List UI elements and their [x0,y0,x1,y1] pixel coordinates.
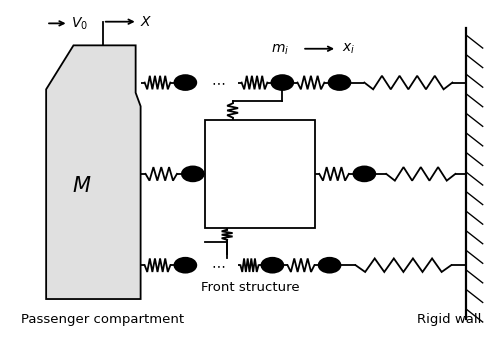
Circle shape [262,258,283,273]
Text: $\cdots$: $\cdots$ [210,258,225,272]
Circle shape [174,75,197,90]
Text: Front structure: Front structure [200,281,300,294]
Text: $X$: $X$ [140,15,152,29]
Circle shape [272,75,293,90]
Text: $m_i$: $m_i$ [270,43,289,57]
Text: $\cdots$: $\cdots$ [210,76,225,90]
Circle shape [182,166,204,181]
Bar [206,120,314,228]
Polygon shape [46,45,140,299]
Text: Passenger compartment: Passenger compartment [22,313,184,326]
Text: Rigid wall: Rigid wall [417,313,481,326]
Text: $x_i$: $x_i$ [342,42,355,56]
Circle shape [318,258,340,273]
Circle shape [174,258,197,273]
Text: $M$: $M$ [72,176,92,196]
Circle shape [354,166,376,181]
Text: $V_0$: $V_0$ [71,15,88,32]
Circle shape [328,75,350,90]
